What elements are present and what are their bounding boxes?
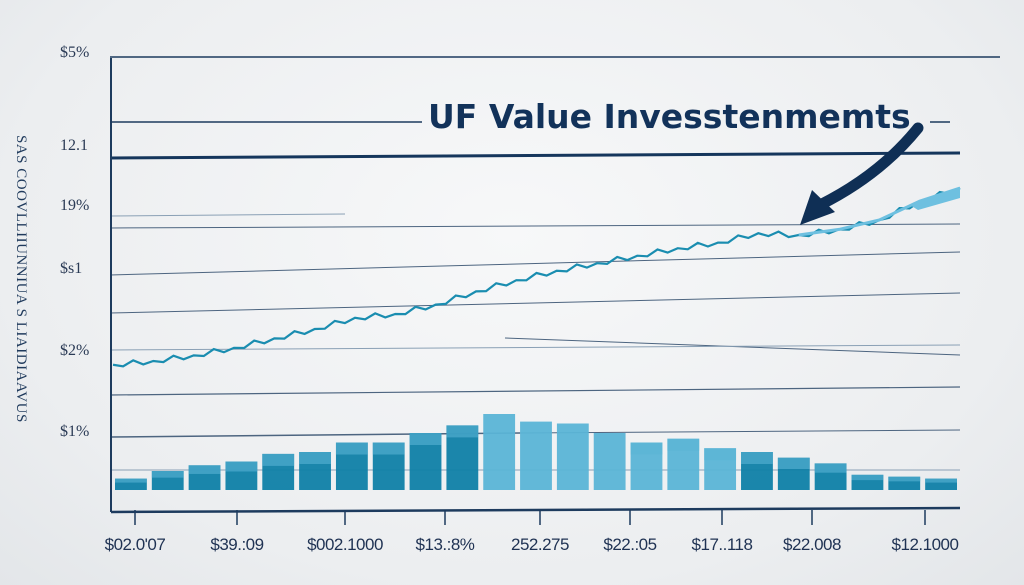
line-end-band xyxy=(910,187,960,210)
bar-highlight xyxy=(151,471,184,478)
gridline xyxy=(519,429,961,434)
bar xyxy=(115,478,147,490)
x-axis xyxy=(110,506,961,514)
bar-highlight xyxy=(667,438,700,451)
bar-highlight xyxy=(814,463,847,473)
x-ticks: $02.0'07 $39.:09 $002.1000 $13.:8% 252.275 $2… xyxy=(105,510,959,554)
bar-highlight xyxy=(188,465,221,474)
bar-highlight xyxy=(925,478,957,483)
x-tick-label: $13.:8% xyxy=(416,535,475,554)
bar-highlight xyxy=(446,425,479,438)
gridline xyxy=(109,386,961,396)
gridline xyxy=(109,213,346,217)
x-tick-label: $12.1000 xyxy=(892,535,959,554)
bar-highlight xyxy=(225,461,258,472)
bar-highlight xyxy=(335,442,368,455)
gridline xyxy=(109,151,961,160)
bar xyxy=(520,421,552,490)
y-tick-label: $s1 xyxy=(60,260,82,277)
y-tick-label: $5% xyxy=(60,44,89,61)
x-tick-label: $22.008 xyxy=(783,535,841,554)
bar-highlight xyxy=(299,452,331,464)
bar-highlight xyxy=(409,433,442,445)
bar-highlight xyxy=(115,478,147,483)
bar-highlight xyxy=(888,476,921,482)
line-series xyxy=(112,186,961,368)
y-tick-label: 19% xyxy=(60,197,89,214)
x-tick-label: $22.:05 xyxy=(603,535,656,554)
y-axis-label: SAS COOVLLIIUNNIUA S LIAIDIAAVUS xyxy=(13,135,29,423)
bar-highlight xyxy=(704,448,737,461)
bar-highlight xyxy=(262,453,295,466)
y-tick-label: $1% xyxy=(60,423,89,440)
bar xyxy=(556,423,589,490)
bars xyxy=(115,414,957,490)
bar-highlight xyxy=(851,474,884,481)
x-tick-label: $39.:09 xyxy=(210,535,263,554)
bar-highlight xyxy=(372,442,405,455)
bar xyxy=(925,478,957,490)
x-tick-label: $002.1000 xyxy=(307,535,383,554)
arrow-icon xyxy=(800,122,924,225)
bar-highlight xyxy=(630,442,663,455)
gridline xyxy=(109,292,961,314)
bar xyxy=(593,433,626,490)
gridline xyxy=(109,344,961,351)
bar-highlight xyxy=(741,452,773,464)
chart-title: UF Value Invesstenmemts xyxy=(428,97,911,136)
x-tick-label: $02.0'07 xyxy=(105,535,166,554)
y-tick-label: $2% xyxy=(60,342,89,359)
bar-highlight xyxy=(777,457,810,470)
bar xyxy=(483,414,516,490)
x-tick-label: $17..118 xyxy=(692,535,753,554)
gridline xyxy=(109,251,961,276)
line-path xyxy=(112,187,961,368)
y-tick-label: 12.1 xyxy=(60,137,88,154)
gridline xyxy=(109,223,961,229)
x-tick-label: 252.275 xyxy=(511,535,569,554)
